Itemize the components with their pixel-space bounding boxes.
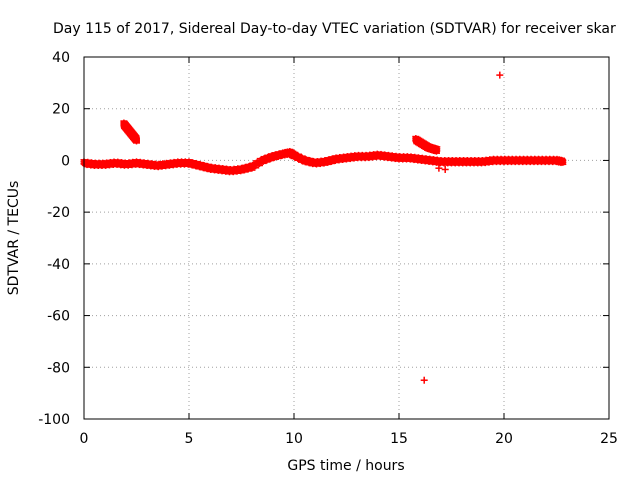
data-point [435, 164, 443, 172]
data-point [496, 71, 504, 79]
x-axis-label: GPS time / hours [287, 458, 404, 474]
series-arc-late [412, 135, 441, 155]
x-tick-label: 20 [495, 431, 513, 447]
x-tick-label: 10 [285, 431, 303, 447]
x-tick-label: 0 [80, 431, 89, 447]
y-tick-label: 0 [61, 153, 70, 169]
y-tick-label: 40 [52, 50, 70, 66]
series-arc-early [120, 119, 140, 145]
x-tick-label: 5 [185, 431, 194, 447]
y-tick-label: -80 [47, 360, 70, 376]
grid-lines [84, 57, 609, 419]
y-axis-label: SDTVAR / TECUs [6, 181, 22, 296]
data-point [559, 158, 567, 166]
y-tick-label: -100 [38, 412, 70, 428]
chart-title: Day 115 of 2017, Sidereal Day-to-day VTE… [53, 21, 616, 37]
y-tick-label: 20 [52, 102, 70, 118]
data-point [441, 165, 449, 173]
y-tick-label: -20 [47, 205, 70, 221]
y-tick-labels: -100 -80 -60 -40 -20 0 20 40 [38, 50, 70, 428]
x-tick-label: 15 [390, 431, 408, 447]
x-tick-labels: 0 5 10 15 20 25 [80, 431, 618, 447]
x-tick-label: 25 [600, 431, 618, 447]
data-point [420, 376, 428, 384]
plot-frame [83, 56, 610, 420]
y-tick-label: -60 [47, 309, 70, 325]
y-tick-label: -40 [47, 257, 70, 273]
series-main-trace [80, 147, 567, 176]
data-point [133, 137, 140, 145]
series-outliers [420, 71, 504, 384]
data-point [433, 145, 441, 153]
data-points [80, 71, 567, 384]
